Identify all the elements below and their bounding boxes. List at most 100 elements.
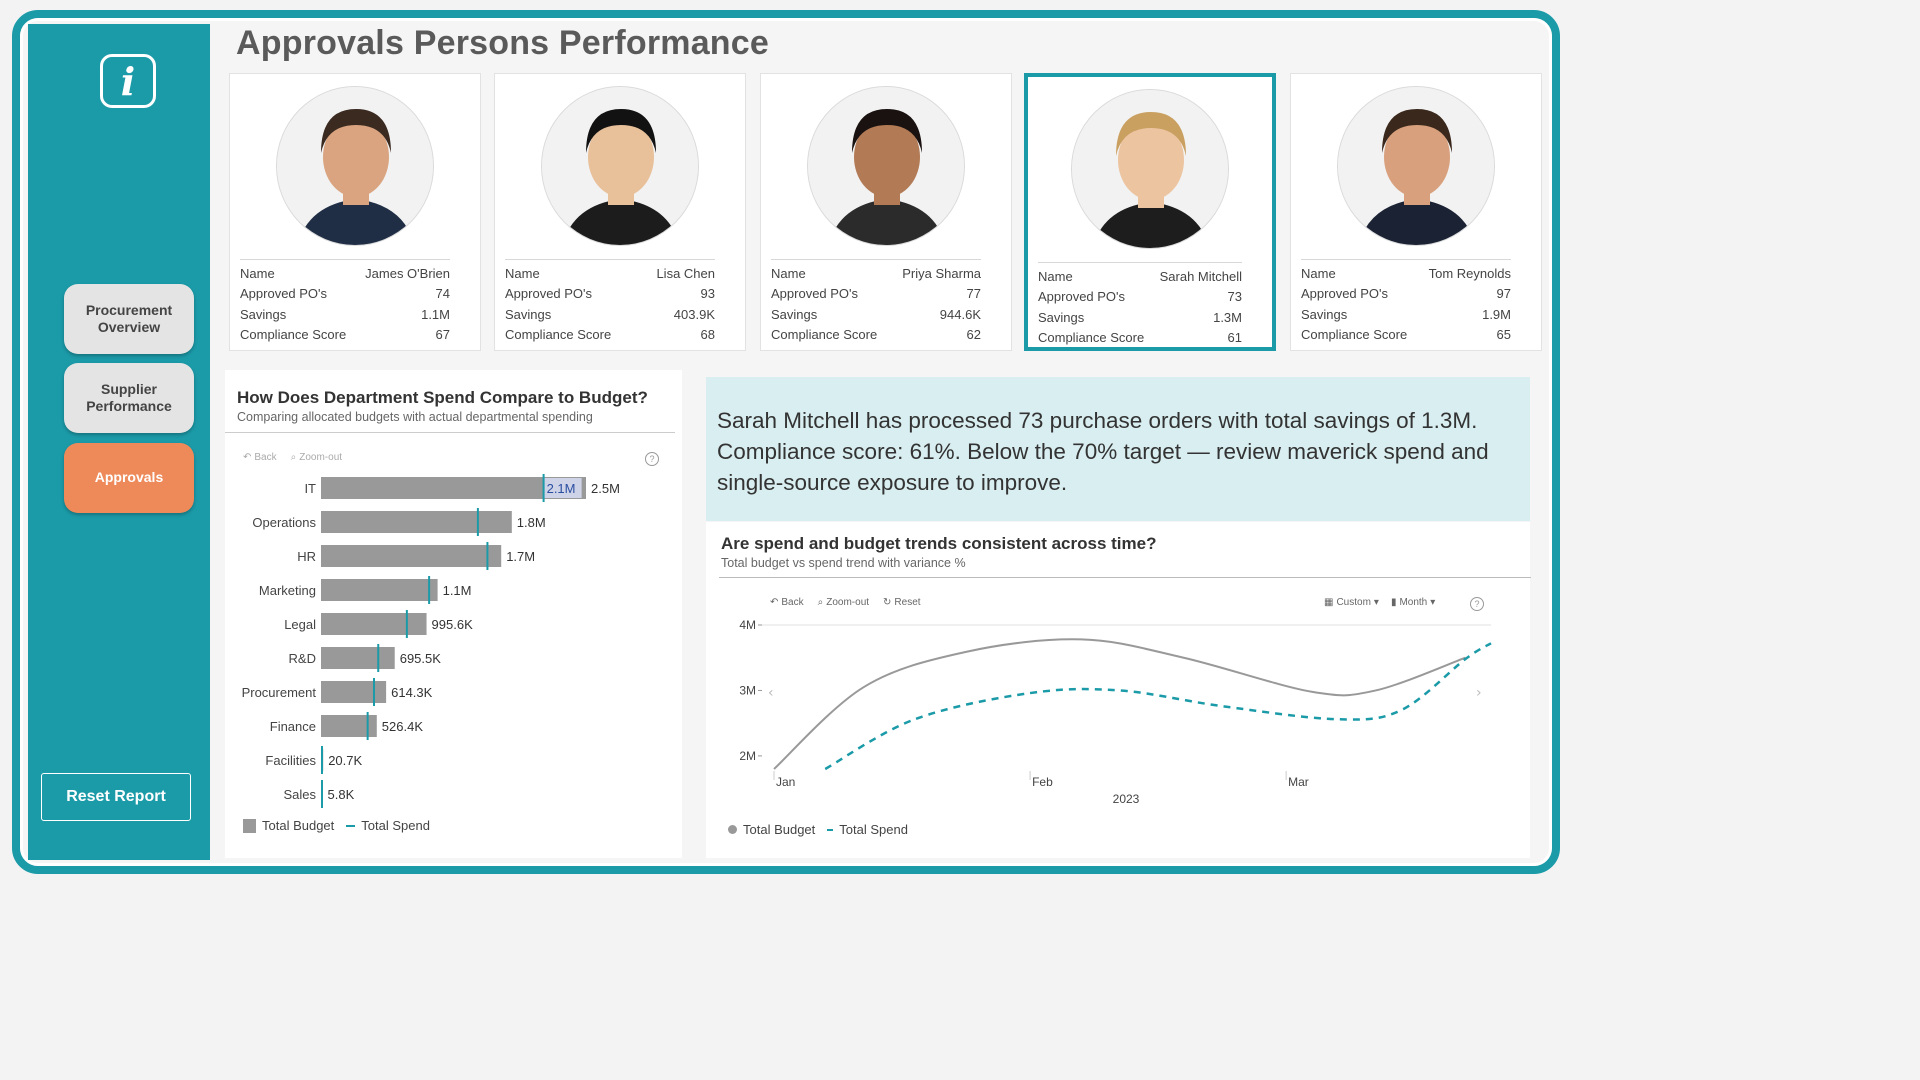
bar-category-label: Procurement — [242, 685, 317, 700]
legend-total-spend[interactable]: Total Spend — [346, 818, 430, 833]
legend-line-budget-label: Total Budget — [743, 822, 816, 837]
approved-pos-value: 97 — [1496, 286, 1511, 302]
budget-data-label: 695.5K — [400, 651, 442, 666]
avatar — [1337, 86, 1495, 246]
compliance-score-value: 62 — [966, 327, 981, 343]
line-chart-subtitle: Total budget vs spend trend with varianc… — [721, 556, 966, 570]
person-card[interactable]: Name Lisa Chen Approved PO's 93 Savings 403… — [494, 73, 746, 351]
budget-bar — [321, 783, 323, 805]
line-help-icon[interactable]: ? — [1470, 597, 1484, 611]
trend-panel: Are spend and budget trends consistent a… — [706, 522, 1531, 858]
stat-row-savings: Savings 403.9K — [505, 304, 715, 325]
stat-label: Compliance Score — [771, 327, 878, 343]
bar-category-label: Legal — [284, 617, 316, 632]
stat-label: Savings — [771, 306, 818, 322]
bar-chart-title: How Does Department Spend Compare to Bud… — [237, 388, 648, 407]
avatar-portrait — [1338, 87, 1494, 245]
approved-pos-value: 73 — [1227, 289, 1242, 305]
stat-row-approved: Approved PO's 73 — [1038, 287, 1242, 308]
stat-row-compliance: Compliance Score 65 — [1301, 325, 1511, 346]
bar-back-label: Back — [254, 452, 277, 463]
stat-label: Approved PO's — [505, 286, 593, 302]
line-reset-button[interactable]: ↻ Reset — [883, 597, 921, 608]
bar-category-label: IT — [304, 481, 316, 496]
line-zoom-out-button[interactable]: ⌕ Zoom-out — [818, 597, 869, 608]
person-stats: Name Lisa Chen Approved PO's 93 Savings 403… — [505, 259, 715, 345]
legend-spend-swatch — [346, 824, 356, 827]
person-stats: Name Tom Reynolds Approved PO's 97 Savings… — [1301, 259, 1511, 345]
custom-range-dropdown[interactable]: ▦ Custom ▾ — [1324, 597, 1379, 608]
line-back-label: Back — [781, 597, 804, 608]
legend-budget-swatch — [243, 818, 256, 833]
avatar — [1071, 89, 1229, 249]
person-card[interactable]: Name Sarah Mitchell Approved PO's 73 Savin… — [1024, 73, 1276, 351]
bar-chart-toolbar: ↶ Back ⌕ Zoom-out — [243, 452, 342, 463]
line-chart: 4M 3M 2M Jan Feb Mar 2023 ‹ › — [739, 618, 1492, 806]
stat-label: Name — [1038, 268, 1073, 284]
reset-report-button[interactable]: Reset Report — [41, 773, 191, 821]
total-budget-line — [773, 638, 1466, 770]
insight-text: Sarah Mitchell has processed 73 purchase… — [717, 408, 1489, 495]
nav-supplier-performance-button[interactable]: Supplier Performance — [64, 363, 194, 433]
chevron-down-icon: ▾ — [1430, 597, 1436, 608]
legend-total-budget[interactable]: Total Budget — [243, 818, 334, 833]
custom-range-label: Custom — [1336, 597, 1371, 608]
stat-row-compliance: Compliance Score 68 — [505, 325, 715, 346]
bar-category-label: Sales — [283, 787, 316, 802]
stat-label: Name — [771, 265, 806, 281]
line-back-button[interactable]: ↶ Back — [770, 597, 804, 608]
stat-label: Name — [240, 265, 275, 281]
nav-approvals-button[interactable]: Approvals — [64, 443, 194, 513]
bar-zoom-out-button[interactable]: ⌕ Zoom-out — [291, 452, 342, 463]
legend-spend-label: Total Spend — [361, 818, 430, 833]
stat-label: Compliance Score — [505, 327, 612, 343]
bar-back-button[interactable]: ↶ Back — [243, 452, 277, 463]
scroll-left-icon: ‹ — [768, 685, 774, 701]
line-reset-label: Reset — [894, 597, 921, 608]
stat-row-savings: Savings 944.6K — [771, 304, 981, 325]
person-name: Tom Reynolds — [1428, 265, 1511, 281]
line-chart-toolbar: ↶ Back ⌕ Zoom-out ↻ Reset — [770, 597, 921, 608]
budget-bar — [321, 647, 395, 669]
stat-row-compliance: Compliance Score 62 — [771, 325, 981, 346]
person-stats: Name Sarah Mitchell Approved PO's 73 Savin… — [1038, 262, 1242, 348]
budget-bar — [321, 749, 324, 771]
budget-data-label: 5.8K — [328, 787, 355, 802]
bar-help-icon[interactable]: ? — [645, 452, 659, 466]
avatar-portrait — [1072, 90, 1228, 248]
person-card[interactable]: Name James O'Brien Approved PO's 74 Saving… — [229, 73, 481, 351]
savings-value: 403.9K — [673, 306, 715, 322]
line-chart-toolbar-right: ▦ Custom ▾ ▮ Month ▾ — [1324, 597, 1435, 608]
highlight-label-bg — [543, 478, 582, 498]
budget-data-label: 20.7K — [328, 753, 362, 768]
stat-label: Savings — [505, 306, 552, 322]
budget-data-label: 995.6K — [432, 617, 474, 632]
bar-category-label: Operations — [252, 515, 316, 530]
spend-data-label: 2.1M — [547, 481, 576, 496]
sidebar: i Procurement Overview Supplier Performa… — [28, 24, 210, 860]
budget-data-label: 1.1M — [443, 583, 472, 598]
person-name: James O'Brien — [365, 265, 450, 281]
savings-value: 944.6K — [939, 306, 981, 322]
stat-label: Approved PO's — [1301, 286, 1389, 302]
budget-data-label: 2.5M — [591, 481, 620, 496]
department-spend-panel: How Does Department Spend Compare to Bud… — [225, 370, 682, 858]
y-tick-label: 2M — [739, 749, 756, 763]
frame-inner-border — [20, 18, 1552, 866]
stat-row-name: Name Tom Reynolds — [1301, 263, 1511, 284]
legend-line-total-spend[interactable]: Total Spend — [827, 822, 908, 837]
info-icon[interactable]: i — [100, 54, 156, 108]
y-tick-label: 4M — [739, 618, 756, 632]
bar-category-label: Facilities — [265, 753, 316, 768]
bar-category-label: Finance — [270, 719, 316, 734]
total-spend-line — [824, 642, 1492, 771]
person-card[interactable]: Name Tom Reynolds Approved PO's 97 Savings… — [1290, 73, 1542, 351]
approved-pos-value: 77 — [966, 286, 981, 302]
insight-callout: Sarah Mitchell has processed 73 purchase… — [706, 377, 1530, 521]
granularity-dropdown[interactable]: ▮ Month ▾ — [1391, 597, 1435, 608]
compliance-score-value: 68 — [700, 327, 715, 343]
stat-label: Compliance Score — [1038, 330, 1145, 346]
person-card[interactable]: Name Priya Sharma Approved PO's 77 Savings… — [760, 73, 1012, 351]
legend-line-total-budget[interactable]: Total Budget — [728, 822, 815, 837]
nav-procurement-overview-button[interactable]: Procurement Overview — [64, 284, 194, 354]
